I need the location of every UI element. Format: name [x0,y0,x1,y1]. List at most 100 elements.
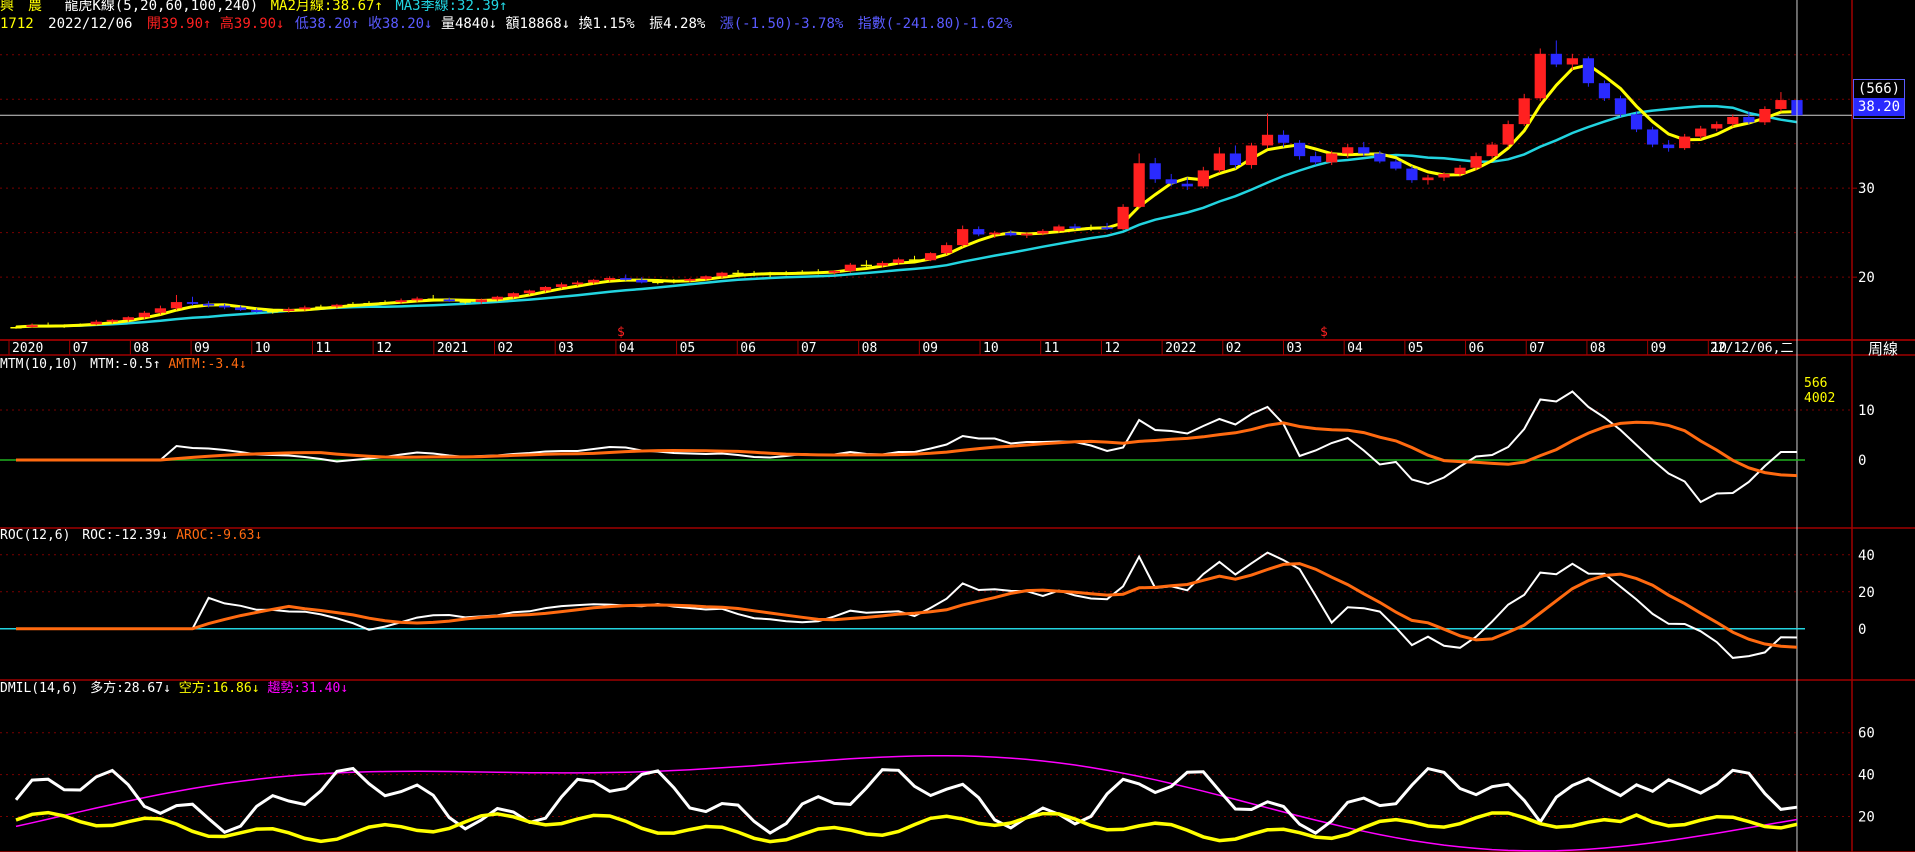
candle-body [668,280,680,283]
candle-body [1502,124,1514,145]
candle-body [1486,144,1498,157]
dividend-mark: $ [1320,325,1328,340]
candle-body [1438,173,1450,178]
candle-body [1133,163,1145,207]
aroc-value: AROC:-9.63↓ [176,528,263,543]
dmi-minus-line [15,810,1798,844]
candle-body [299,307,311,310]
date-axis-label: 10 [1711,341,1727,356]
candle-body [620,278,632,280]
candle-body [58,325,70,327]
candle-body [1342,147,1354,154]
candle-body [363,302,375,305]
candle-body [1085,227,1097,229]
roc-tick-label: 40 [1858,548,1875,564]
date-axis-label: 10 [983,341,999,356]
candle-body [1663,144,1675,149]
dmi-tick-label: 60 [1858,726,1875,742]
candle-body [1630,114,1643,130]
date-axis-label: 2020 [12,341,43,356]
roc-tick-label: 20 [1858,585,1875,601]
mtm-line [16,390,1797,504]
quote-date: 2022/12/06 [48,16,133,32]
candle-body [652,281,664,284]
date-axis-label: 04 [1347,341,1363,356]
date-axis-label: 07 [73,341,89,356]
open-price: 開39.90↑ [146,16,212,32]
stock-name: 興 農 [0,0,42,14]
candle-body [1165,179,1177,184]
candle-body [1679,136,1691,149]
candle-body [42,325,54,327]
date-axis-label: 02 [1226,341,1242,356]
candle-body [347,303,359,306]
candle-body [170,302,183,309]
candle-body [700,276,712,279]
stock-code: 1712 [0,16,34,32]
candle-body [1518,98,1530,125]
price-tick-label: 20 [1858,270,1875,286]
candle-body [716,272,728,277]
candle-body [523,290,536,294]
aroc-line [16,562,1798,649]
candle-body [555,284,568,287]
candle-body [732,272,744,275]
candle-body [1775,100,1787,109]
date-axis-label: 09 [1651,341,1667,356]
candle-body [379,302,391,304]
date-axis-label: 02 [498,341,514,356]
candle-body [1069,226,1081,229]
high-price: 高39.90↓ [219,16,285,32]
date-axis-label: 12 [376,341,392,356]
candle-body [1181,183,1193,187]
candle-body [1037,230,1049,234]
candle-body [475,299,487,303]
kline-label: 龍虎K線(5,20,60,100,240) [64,0,259,14]
candle-body [812,271,824,274]
dmi-adx-line [15,754,1798,852]
candle-body [1406,168,1418,181]
candle-body [1390,161,1402,169]
date-axis-label: 08 [862,341,878,356]
header-row-1: 興 農 龍虎K線(5,20,60,100,240) MA2月線:38.67↑ M… [0,0,508,15]
candle-body [491,296,503,300]
date-axis-label: 03 [558,341,574,356]
dmi-minus: 空方:16.86↓ [178,681,260,696]
mtm-cursor-text-1: 566 [1804,376,1828,391]
date-axis-label: 2021 [437,341,468,356]
candle-body [860,264,873,267]
candle-body [1727,116,1739,125]
mtm-tick-label: 0 [1858,453,1866,469]
date-axis-label: 10 [255,341,271,356]
candle-body [267,310,279,313]
mtm-cursor-text-2: 4002 [1804,391,1836,406]
candle-body [154,308,167,313]
candle-body [1454,167,1466,174]
roc-header: ROC(12,6) ROC:-12.39↓ AROC:-9.63↓ [0,527,262,545]
candle-body [202,303,215,306]
candle-body [106,319,118,322]
ma3-label: MA3季線:32.39↑ [395,0,508,14]
date-axis-label: 11 [315,341,331,356]
candle-body [892,259,905,263]
amtm-line [16,420,1798,478]
candle-body [90,321,102,325]
candle-body [218,305,231,308]
close-price: 收38.20↓ [367,16,433,32]
amtm-value: AMTM:-3.4↓ [168,357,247,372]
candle-body [1759,108,1771,123]
candle-body [235,307,247,311]
dividend-mark: $ [617,325,625,340]
timeframe-weekly-button[interactable]: 周線 [1868,340,1899,358]
candle-body [1550,53,1562,65]
candle-body [411,298,423,301]
date-axis-label: 05 [680,341,696,356]
mtm-panel: 10 0 [0,390,1875,504]
candle-body [443,299,455,302]
candle-body [1358,147,1370,154]
date-axis-label: 07 [801,341,817,356]
candle-body [1374,153,1386,162]
candle-body [138,312,150,318]
roc-value: ROC:-12.39↓ [82,528,169,543]
